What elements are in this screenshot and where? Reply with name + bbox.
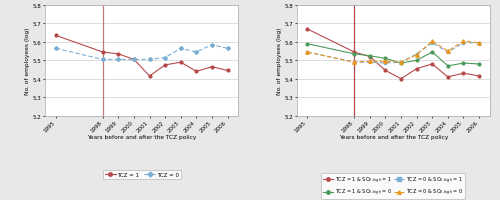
Legend: TCZ = 1, TCZ = 0: TCZ = 1, TCZ = 0: [102, 170, 181, 179]
Y-axis label: No. of employees (log): No. of employees (log): [25, 27, 30, 95]
X-axis label: Years before and after the TCZ policy: Years before and after the TCZ policy: [87, 134, 196, 139]
Y-axis label: No. of employees (log): No. of employees (log): [276, 27, 281, 95]
X-axis label: Years before and after the TCZ policy: Years before and after the TCZ policy: [338, 134, 448, 139]
Legend: TCZ = 1 & SO$_{2,high}$ = 1, TCZ = 1 & SO$_{2,high}$ = 0, TCZ = 0 & SO$_{2,high}: TCZ = 1 & SO$_{2,high}$ = 1, TCZ = 1 & S…: [322, 173, 465, 199]
